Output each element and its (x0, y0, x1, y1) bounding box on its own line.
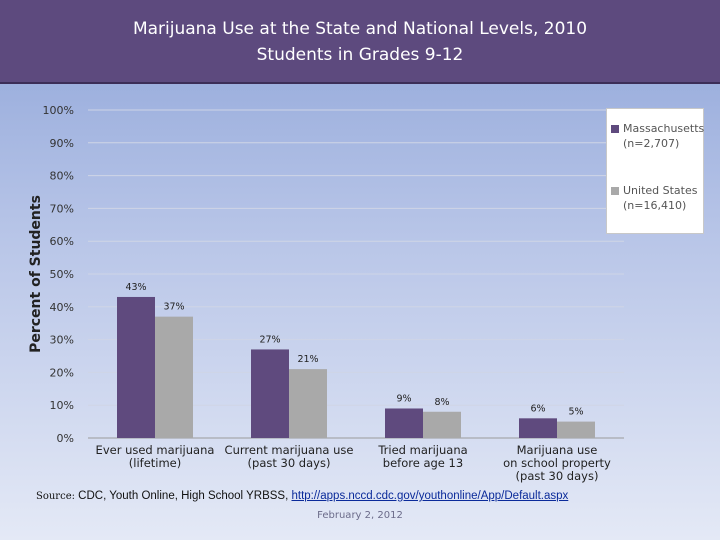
bar-chart: 0% 10% 20% 30% 40% 50% 60% 70% 80% 90% 100% Percent… (28, 104, 624, 483)
data-label: 27% (259, 334, 280, 345)
bar-united-states (155, 316, 193, 438)
y-tick-label: 60% (50, 235, 74, 248)
bar-united-states (423, 411, 461, 438)
footer-date: February 2, 2012 (317, 510, 403, 521)
data-label: 9% (396, 393, 411, 404)
x-category-label: Marijuana use (517, 443, 598, 457)
data-label: 37% (163, 302, 184, 313)
x-category-label: (lifetime) (129, 456, 181, 470)
data-label: 21% (297, 354, 318, 365)
bar-massachusetts (385, 408, 423, 438)
data-label: 6% (530, 403, 545, 414)
chart-subtitle: Students in Grades 9-12 (256, 45, 464, 65)
source-prefix: Source: (36, 491, 75, 502)
legend-swatch (611, 187, 619, 195)
y-tick-label: 20% (50, 366, 74, 379)
x-category-label: (past 30 days) (516, 469, 599, 483)
data-label: 8% (434, 397, 449, 408)
y-tick-label: 80% (50, 170, 74, 183)
legend-item: Massachusetts (n=2,707) (611, 121, 704, 151)
y-tick-label: 30% (50, 334, 74, 347)
source-link[interactable]: http://apps.nccd.cdc.gov/youthonline/App… (291, 490, 569, 502)
legend-swatch (611, 125, 619, 133)
chart-legend: Massachusetts (n=2,707) United States (n=16… (606, 108, 704, 234)
x-category-label: (past 30 days) (248, 456, 331, 470)
y-tick-label: 40% (50, 301, 74, 314)
x-category-label: Tried marijuana (377, 443, 467, 457)
x-category-label: Ever used marijuana (96, 443, 215, 457)
legend-item: United States (n=16,410) (611, 183, 698, 213)
x-category-label: before age 13 (383, 456, 463, 470)
data-label: 43% (125, 282, 146, 293)
bar-massachusetts (251, 349, 289, 438)
x-category-label: Current marijuana use (225, 443, 354, 457)
y-tick-label: 0% (57, 432, 74, 445)
y-tick-label: 10% (50, 399, 74, 412)
y-tick-label: 70% (50, 202, 74, 215)
legend-label: Massachusetts (n=2,707) (623, 122, 705, 150)
bar-united-states (557, 421, 595, 438)
source-text: CDC, Youth Online, High School YRBSS, (74, 490, 292, 502)
bar-massachusetts (519, 418, 557, 438)
x-category-label: on school property (503, 456, 611, 470)
bar-united-states (289, 369, 327, 438)
legend-label: United States (n=16,410) (623, 184, 698, 212)
source-citation: Source: CDC, Youth Online, High School Y… (36, 490, 568, 502)
y-tick-label: 100% (43, 104, 74, 117)
title-banner: Marijuana Use at the State and National … (0, 0, 720, 84)
y-tick-label: 50% (50, 268, 74, 281)
y-axis-title: Percent of Students (28, 195, 44, 353)
chart-title: Marijuana Use at the State and National … (132, 19, 588, 39)
y-tick-label: 90% (50, 137, 74, 150)
data-label: 5% (568, 407, 583, 418)
bar-massachusetts (117, 296, 155, 438)
